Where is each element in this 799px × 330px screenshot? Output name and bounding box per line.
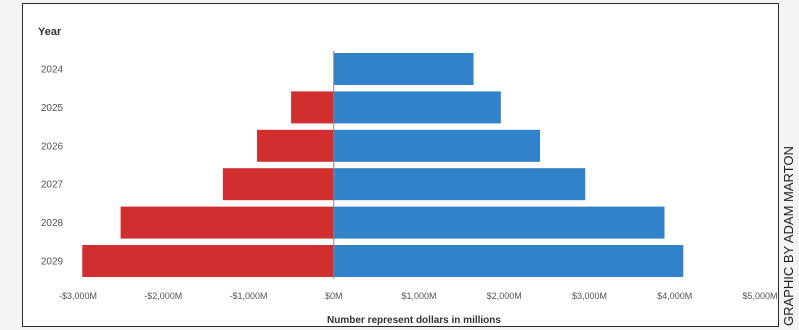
bar-2029-positive	[333, 245, 684, 277]
x-tick-label-7: $4,000M	[657, 291, 692, 301]
x-tick-label-6: $3,000M	[572, 291, 607, 301]
x-tick-label-3: $0M	[325, 291, 343, 301]
year-axis-header: Year	[38, 26, 62, 38]
year-label-2024: 2024	[41, 65, 64, 76]
bar-2025-negative	[291, 91, 334, 124]
x-tick-label-2: -$1,000M	[229, 291, 267, 301]
year-label-2025: 2025	[41, 103, 64, 114]
year-label-2028: 2028	[41, 218, 64, 229]
bar-2029-negative	[82, 245, 334, 277]
bars-group	[82, 53, 684, 277]
year-label-2026: 2026	[41, 141, 64, 152]
x-tick-label-0: -$3,000M	[59, 291, 97, 301]
x-tick-label-5: $2,000M	[487, 291, 522, 301]
year-labels-group: 2024 2025 2026 2027 2028 2029	[41, 65, 64, 268]
bar-2027-negative	[222, 168, 334, 201]
bar-2027-positive	[333, 168, 586, 201]
x-tick-label-1: -$2,000M	[144, 291, 182, 301]
year-label-2027: 2027	[41, 180, 64, 191]
x-tick-label-8: $5,000M	[742, 291, 777, 301]
bar-2028-negative	[120, 206, 334, 239]
x-tick-label-4: $1,000M	[401, 291, 436, 301]
graphic-credit: GRAPHIC BY ADAM MARTON	[781, 146, 796, 326]
bar-2024-positive	[333, 53, 474, 85]
bar-2026-positive	[333, 129, 541, 162]
x-axis-label: Number represent dollars in millions	[327, 315, 501, 326]
x-tick-labels-group: -$3,000M -$2,000M -$1,000M $0M $1,000M $2,000…	[59, 291, 778, 301]
bar-2025-positive	[333, 91, 501, 124]
bar-2026-negative	[257, 129, 334, 162]
bar-2028-positive	[333, 206, 665, 239]
year-label-2029: 2029	[41, 257, 64, 268]
